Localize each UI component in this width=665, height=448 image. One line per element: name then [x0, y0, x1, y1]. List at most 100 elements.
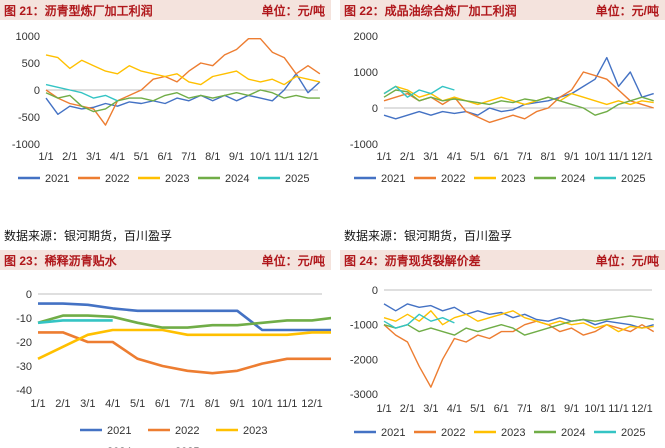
y-tick-label: 2000: [354, 31, 378, 43]
x-tick-label: 11/1: [608, 151, 629, 163]
source-note-right: 数据来源：银河期货，百川盈孚: [344, 229, 513, 243]
series-line-2025: [45, 83, 118, 102]
panel-unit: 单位：元/吨: [595, 4, 659, 18]
y-tick-label: 1000: [354, 67, 378, 79]
x-tick-label: 12/1: [631, 151, 652, 163]
x-tick-label: 4/1: [447, 151, 462, 163]
x-tick-label: 2/1: [400, 403, 415, 415]
panel-title: 图 24：沥青现货裂解价差: [344, 254, 481, 268]
x-tick-label: 3/1: [423, 403, 438, 415]
series-line-2023: [383, 85, 654, 106]
legend-label-2022: 2022: [105, 173, 129, 185]
series-line-2025: [383, 313, 455, 329]
x-tick-label: 12/1: [297, 151, 318, 163]
x-tick-label: 8/1: [541, 403, 556, 415]
x-tick-label: 1/1: [376, 403, 391, 415]
x-tick-label: 6/1: [157, 151, 172, 163]
legend-label-2023: 2023: [501, 173, 525, 185]
legend-label-2025: 2025: [621, 427, 645, 439]
y-tick-label: 500: [22, 58, 40, 70]
y-tick-label: -500: [18, 112, 40, 124]
y-tick-label: 0: [26, 289, 32, 301]
source-note-left: 数据来源：银河期货，百川盈孚: [4, 229, 173, 243]
y-tick-label: -1000: [350, 320, 378, 332]
x-tick-label: 7/1: [517, 151, 532, 163]
series-line-2021: [38, 302, 331, 332]
x-tick-label: 2/1: [55, 398, 70, 410]
legend-label-2025: 2025: [621, 173, 645, 185]
series-line-2021: [383, 56, 654, 120]
x-tick-label: 9/1: [564, 151, 579, 163]
x-tick-label: 11/1: [277, 398, 298, 410]
x-tick-label: 2/1: [400, 151, 415, 163]
x-tick-label: 5/1: [130, 398, 145, 410]
x-tick-label: 9/1: [564, 403, 579, 415]
series-line-2025: [37, 319, 113, 325]
panel-fig24: 图 24：沥青现货裂解价差 单位：元/吨 0 -1000 -2000 -3000 1/1…: [340, 250, 665, 448]
panel-title: 图 23：稀释沥青贴水: [4, 254, 117, 268]
x-tick-label: 11/1: [274, 151, 295, 163]
y-tick-label: 0: [372, 103, 378, 115]
series-line-2022: [38, 331, 331, 375]
x-tick-label: 4/1: [105, 398, 120, 410]
x-tick-label: 7/1: [517, 403, 532, 415]
y-tick-label: -3000: [350, 389, 378, 401]
y-tick-label: -20: [16, 337, 32, 349]
x-tick-label: 10/1: [251, 398, 272, 410]
y-tick-label: -1000: [350, 139, 378, 151]
panel-unit: 单位：元/吨: [595, 254, 659, 268]
x-tick-label: 6/1: [494, 151, 509, 163]
panel-title: 图 21：沥青型炼厂加工利润: [4, 4, 153, 18]
legend-label-2022: 2022: [441, 173, 465, 185]
series-line-2024: [45, 89, 320, 113]
x-tick-label: 9/1: [229, 151, 244, 163]
series-line-2021: [45, 73, 321, 116]
series-line-2023: [45, 54, 321, 86]
y-tick-label: -10: [16, 313, 32, 325]
legend-label-2024: 2024: [561, 427, 585, 439]
x-tick-label: 4/1: [110, 151, 125, 163]
x-tick-label: 5/1: [470, 403, 485, 415]
panel-header: 图 24：沥青现货裂解价差 单位：元/吨: [340, 250, 665, 270]
series-line-2022: [383, 71, 654, 124]
y-tick-label: -40: [16, 385, 32, 397]
panel-fig21: 图 21：沥青型炼厂加工利润 单位：元/吨 1000 500 0 -500 -1000 1…: [0, 0, 331, 222]
panel-header: 图 21：沥青型炼厂加工利润 单位：元/吨: [0, 0, 331, 20]
chart-fig23: 0 -10 -20 -30 -401/1 2/1 3/1 4/1 5/1 6/1 7/1 8/1 9/1…: [16, 289, 331, 448]
panel-header: 图 22：成品油综合炼厂加工利润 单位：元/吨: [340, 0, 665, 20]
chart-fig24: 0 -1000 -2000 -3000 1/1 2/1 3/1 4/1 5/1 6/1 7/1 8/1…: [350, 285, 655, 439]
legend-label-2024: 2024: [107, 446, 131, 448]
legend-label-2023: 2023: [243, 425, 267, 437]
x-tick-label: 7/1: [180, 398, 195, 410]
x-tick-label: 8/1: [205, 398, 220, 410]
x-tick-label: 9/1: [230, 398, 245, 410]
series-line-2022: [45, 38, 321, 126]
panel-header: 图 23：稀释沥青贴水 单位：元/吨: [0, 250, 331, 270]
x-tick-label: 5/1: [470, 151, 485, 163]
x-tick-label: 10/1: [584, 151, 605, 163]
series-line-2021: [383, 303, 654, 329]
legend-label-2025: 2025: [285, 173, 309, 185]
series-line-2023: [383, 310, 654, 333]
x-tick-label: 7/1: [181, 151, 196, 163]
panel-unit: 单位：元/吨: [261, 4, 325, 18]
x-tick-label: 3/1: [80, 398, 95, 410]
x-tick-label: 6/1: [494, 403, 509, 415]
y-tick-label: 0: [34, 85, 40, 97]
x-tick-label: 11/1: [608, 403, 629, 415]
x-tick-label: 3/1: [423, 151, 438, 163]
y-tick-label: -2000: [350, 354, 378, 366]
legend-label-2023: 2023: [165, 173, 189, 185]
x-tick-label: 10/1: [584, 403, 605, 415]
x-tick-label: 12/1: [301, 398, 322, 410]
series-line-2024: [383, 315, 654, 336]
legend-label-2025: 2025: [175, 446, 199, 448]
x-tick-label: 3/1: [86, 151, 101, 163]
series-line-2024: [383, 89, 654, 116]
x-tick-label: 1/1: [38, 151, 53, 163]
panel-title: 图 22：成品油综合炼厂加工利润: [344, 4, 517, 18]
x-tick-label: 5/1: [134, 151, 149, 163]
legend-label-2021: 2021: [381, 427, 405, 439]
